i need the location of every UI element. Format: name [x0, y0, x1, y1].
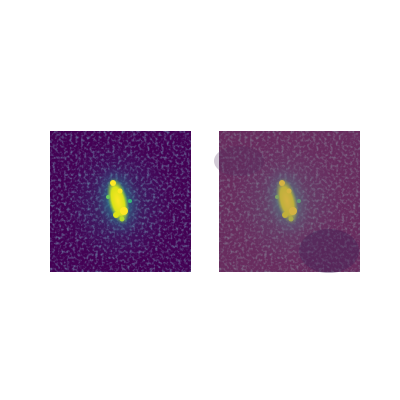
image-left — [50, 131, 191, 272]
image-right — [214, 131, 360, 273]
